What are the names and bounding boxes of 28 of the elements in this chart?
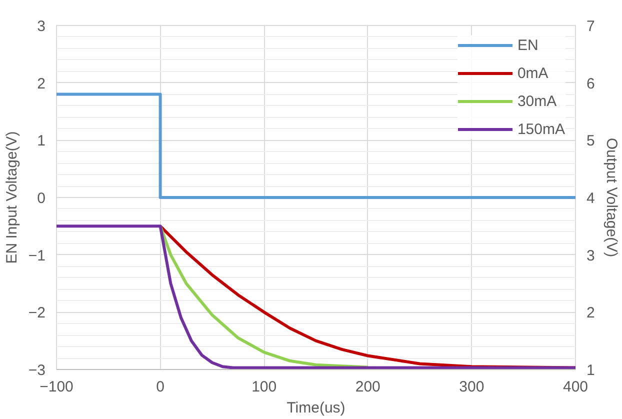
y2-tick-label: 1 bbox=[586, 362, 595, 379]
x-tick-label: 100 bbox=[252, 378, 277, 396]
y-tick-label: −3 bbox=[28, 362, 46, 379]
y-tick-label: 0 bbox=[37, 190, 46, 207]
x-tick-label: 300 bbox=[459, 378, 484, 396]
y-axis-title: EN Input Voltage(V) bbox=[3, 131, 20, 264]
y2-tick-label: 3 bbox=[586, 247, 595, 264]
x-tick-label: 0 bbox=[156, 378, 164, 396]
y-tick-label: 1 bbox=[37, 132, 46, 150]
y-tick-label: −1 bbox=[28, 247, 46, 264]
x-tick-label: −100 bbox=[40, 378, 74, 396]
y-tick-label: −2 bbox=[28, 304, 46, 322]
y2-tick-label: 2 bbox=[586, 304, 595, 322]
legend-label: EN bbox=[517, 36, 538, 54]
y2-tick-label: 5 bbox=[586, 132, 595, 150]
line-series bbox=[56, 224, 576, 370]
y-tick-label: 2 bbox=[37, 75, 46, 92]
y2-tick-label: 4 bbox=[586, 190, 595, 207]
x-tick-label: 200 bbox=[355, 378, 380, 396]
x-tick-label: 400 bbox=[562, 378, 588, 396]
y2-tick-label: 6 bbox=[586, 75, 595, 92]
legend-label: 30mA bbox=[517, 92, 557, 110]
x-axis-title: Time(us) bbox=[286, 400, 346, 416]
legend-label: 0mA bbox=[517, 64, 548, 82]
y-tick-label: 3 bbox=[37, 18, 46, 35]
legend-label: 150mA bbox=[517, 120, 565, 138]
y2-tick-label: 7 bbox=[586, 18, 595, 35]
y2-axis-title: Output Voltage(V) bbox=[602, 138, 620, 258]
